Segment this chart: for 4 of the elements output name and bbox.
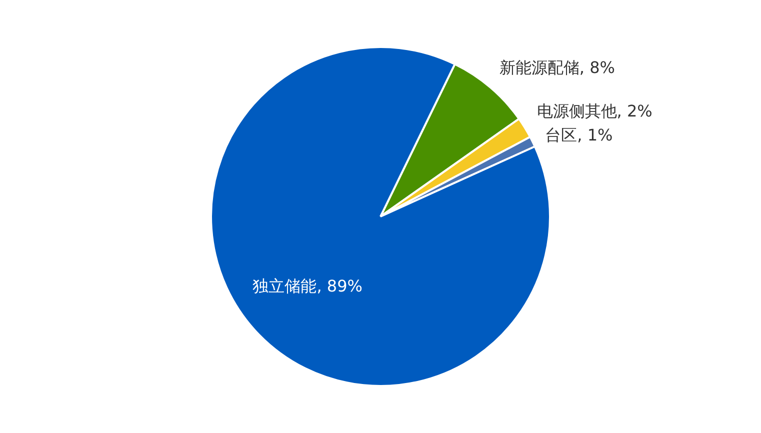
slice-label: 台区, 1% — [545, 126, 613, 145]
slice-label: 独立储能, 89% — [252, 276, 362, 296]
slice-label: 电源侧其他, 2% — [536, 102, 652, 121]
slice-label: 新能源配储, 8% — [499, 58, 615, 77]
